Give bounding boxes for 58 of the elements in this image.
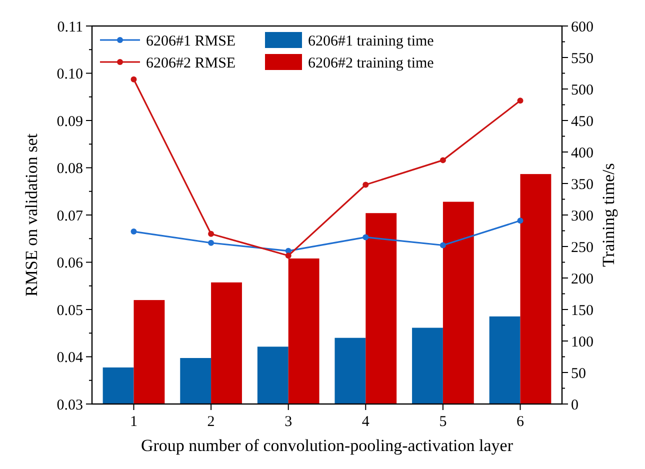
bar bbox=[442, 202, 474, 404]
bar bbox=[134, 300, 165, 404]
y-tick-label: 0.07 bbox=[56, 208, 84, 224]
y2-tick-label: 450 bbox=[571, 114, 594, 130]
point bbox=[362, 234, 369, 240]
point bbox=[517, 98, 524, 104]
legend-label: 6206#2 RMSE bbox=[146, 55, 236, 72]
bar bbox=[366, 213, 397, 404]
y-tick-label: 0.03 bbox=[56, 397, 83, 414]
bar bbox=[412, 328, 443, 404]
point bbox=[440, 242, 446, 248]
bar bbox=[334, 338, 366, 404]
y2-tick-label: 600 bbox=[571, 19, 594, 36]
legend-label: 6206#1 RMSE bbox=[146, 33, 236, 50]
x-tick-label: 2 bbox=[207, 414, 215, 430]
bar bbox=[489, 316, 520, 404]
y-tick-label: 0.08 bbox=[56, 161, 83, 177]
y2-tick-label: 0 bbox=[571, 397, 578, 414]
bar bbox=[180, 358, 212, 404]
x-tick-label: 4 bbox=[362, 414, 370, 430]
legend-label: 6206#1 training time bbox=[308, 33, 434, 50]
bar bbox=[211, 282, 242, 404]
point bbox=[362, 182, 369, 188]
y-tick-label: 0.09 bbox=[56, 114, 83, 130]
bar bbox=[102, 367, 134, 404]
y2-tick-label: 100 bbox=[571, 334, 594, 350]
y2-tick-label: 400 bbox=[571, 145, 594, 162]
bar bbox=[520, 174, 552, 404]
point bbox=[285, 252, 292, 259]
y-tick-label: 0.05 bbox=[56, 302, 83, 319]
legend-label: 6206#2 training time bbox=[308, 55, 434, 72]
x-tick-label: 5 bbox=[439, 414, 447, 430]
y2-tick-label: 50 bbox=[571, 366, 586, 382]
x-tick-label: 3 bbox=[284, 414, 292, 430]
bar bbox=[257, 346, 288, 404]
y2-tick-label: 350 bbox=[571, 176, 594, 193]
y-axis-title: RMSE on validation set bbox=[22, 133, 41, 296]
point bbox=[208, 240, 214, 246]
bar bbox=[288, 258, 320, 404]
x-axis-title: Group number of convolution-pooling-activation layer bbox=[140, 436, 514, 455]
x-tick-label: 1 bbox=[130, 414, 138, 430]
y2-tick-label: 550 bbox=[571, 50, 594, 67]
x-tick-label: 6 bbox=[516, 414, 525, 430]
y-tick-label: 0.06 bbox=[56, 256, 84, 272]
y-tick-label: 0.11 bbox=[57, 19, 83, 36]
y2-tick-label: 200 bbox=[571, 271, 594, 288]
y2-tick-label: 250 bbox=[571, 240, 594, 256]
point bbox=[130, 228, 137, 235]
point bbox=[517, 218, 524, 224]
point bbox=[440, 157, 446, 164]
y2-axis-title: Training time/s bbox=[599, 163, 618, 267]
y2-tick-label: 500 bbox=[571, 82, 594, 98]
y-tick-label: 0.10 bbox=[56, 66, 83, 82]
point bbox=[208, 230, 214, 237]
y2-tick-label: 300 bbox=[571, 208, 594, 224]
point bbox=[130, 76, 137, 82]
y-tick-label: 0.04 bbox=[56, 350, 84, 366]
y2-tick-label: 150 bbox=[571, 302, 594, 319]
